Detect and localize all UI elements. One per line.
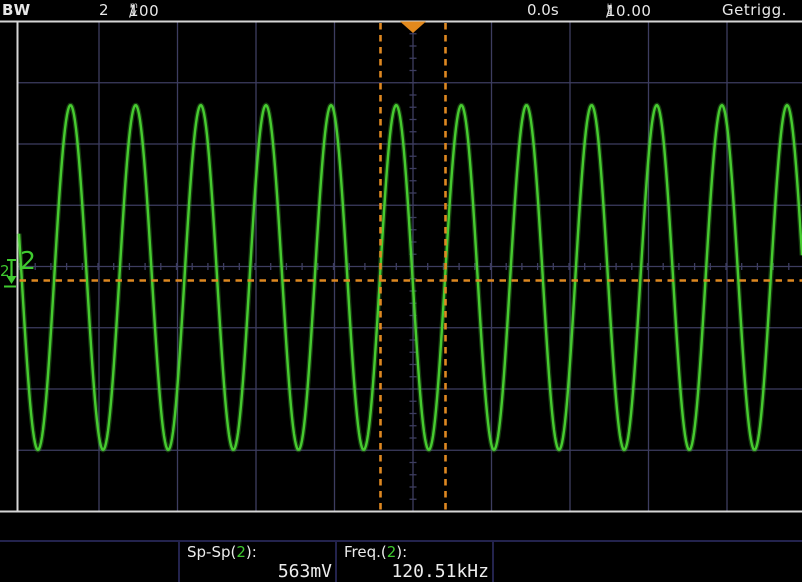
channel2-zero-label: 2 bbox=[20, 246, 36, 275]
vertical-scale-per-div: / bbox=[129, 2, 135, 20]
measurement-bar: Sp-Sp(2): 563mV Freq.(2): 120.51kHz bbox=[0, 540, 802, 582]
trigger-position-marker[interactable] bbox=[400, 21, 426, 34]
measurement-box-peak-to-peak: Sp-Sp(2): 563mV bbox=[178, 542, 335, 582]
timebase-per-div: / bbox=[606, 2, 612, 20]
svg-text:2: 2 bbox=[0, 262, 10, 280]
timebase-value: 10.00 bbox=[606, 2, 652, 20]
measurement-label: Sp-Sp(2): bbox=[187, 543, 257, 561]
channel-number-indicator: 2 bbox=[99, 1, 109, 19]
bandwidth-limit-indicator: BW bbox=[2, 1, 32, 19]
channel2-position-marker[interactable]: 2 bbox=[0, 259, 17, 288]
trigger-status-label: Getrigg. bbox=[722, 1, 787, 19]
measurement-channel-digit: 2 bbox=[386, 543, 397, 561]
channel2-waveform-trace bbox=[17, 103, 802, 452]
measurement-value: 563mV bbox=[277, 561, 332, 582]
measurement-value: 120.51kHz bbox=[391, 561, 489, 582]
vertical-scale-value: 100 bbox=[129, 2, 160, 20]
measurement-label: Freq.(2): bbox=[344, 543, 408, 561]
top-status-bar: BW 2 100 m V/ 0.0s 10.00 µ s / Getrigg. bbox=[0, 0, 802, 21]
time-offset-readout: 0.0s bbox=[527, 1, 559, 19]
measurement-channel-digit: 2 bbox=[236, 543, 246, 561]
measurement-box-frequency: Freq.(2): 120.51kHz bbox=[335, 542, 494, 582]
